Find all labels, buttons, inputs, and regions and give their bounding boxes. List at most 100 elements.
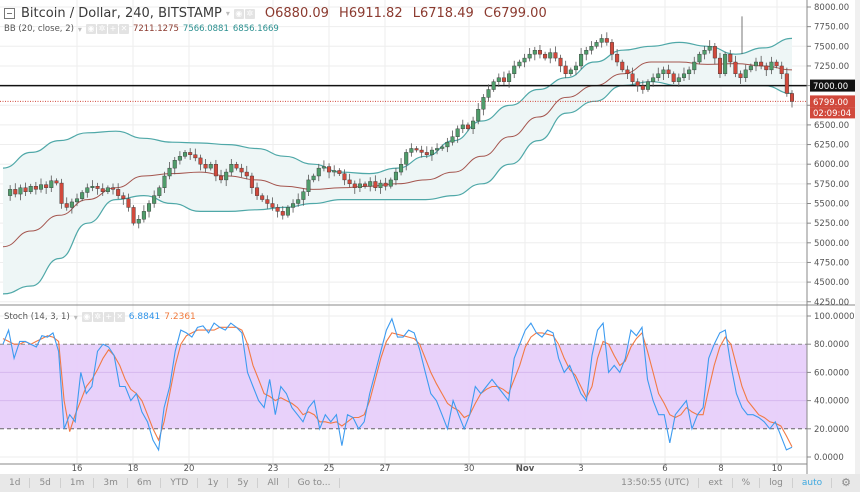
candle[interactable] <box>697 53 702 63</box>
candle[interactable] <box>733 61 738 75</box>
candle[interactable] <box>337 170 342 174</box>
range-6m[interactable]: 6m <box>128 478 162 488</box>
candle[interactable] <box>625 69 630 75</box>
close-icon[interactable]: ✕ <box>114 312 125 322</box>
candle[interactable] <box>764 65 769 71</box>
candle[interactable] <box>152 195 157 204</box>
percent-toggle[interactable]: % <box>731 478 760 488</box>
candle[interactable] <box>604 38 609 43</box>
candle[interactable] <box>90 186 95 188</box>
range-3m[interactable]: 3m <box>94 478 128 488</box>
chevron-down-icon[interactable]: ▾ <box>225 9 230 18</box>
range-1y[interactable]: 1y <box>198 478 229 488</box>
ext-toggle[interactable]: ext <box>698 478 731 488</box>
candle[interactable] <box>774 61 779 67</box>
candle[interactable] <box>717 57 722 75</box>
candle[interactable] <box>409 148 414 153</box>
candle[interactable] <box>615 53 620 63</box>
candle[interactable] <box>558 57 563 67</box>
candle[interactable] <box>95 186 100 189</box>
collapse-legend-icon[interactable] <box>4 8 15 19</box>
candle[interactable] <box>105 187 110 192</box>
candle[interactable] <box>167 167 172 177</box>
candle[interactable] <box>563 65 568 75</box>
settings-gear-icon[interactable]: ⚙ <box>831 477 860 488</box>
candle[interactable] <box>661 69 666 75</box>
candle[interactable] <box>203 163 208 169</box>
candle[interactable] <box>471 120 476 130</box>
candle[interactable] <box>640 85 645 90</box>
candle[interactable] <box>44 184 49 188</box>
candle[interactable] <box>239 167 244 173</box>
candle[interactable] <box>635 81 640 86</box>
candle[interactable] <box>620 61 625 71</box>
candle[interactable] <box>85 187 90 193</box>
candle[interactable] <box>311 175 316 181</box>
candle[interactable] <box>234 163 239 169</box>
candle[interactable] <box>759 61 764 67</box>
candle[interactable] <box>481 97 486 110</box>
candle[interactable] <box>321 166 326 169</box>
candle[interactable] <box>537 50 542 55</box>
candle[interactable] <box>59 182 64 204</box>
candle[interactable] <box>54 180 59 184</box>
candle[interactable] <box>100 188 105 192</box>
auto-toggle[interactable]: auto <box>791 478 831 488</box>
candle[interactable] <box>790 93 795 102</box>
close-icon[interactable]: ✕ <box>118 24 129 34</box>
candle[interactable] <box>332 170 337 173</box>
candle[interactable] <box>404 152 409 165</box>
candle[interactable] <box>75 198 80 203</box>
candle[interactable] <box>399 163 404 173</box>
chevron-down-icon[interactable]: ▾ <box>77 24 82 34</box>
symbol-title[interactable]: Bitcoin / Dollar, 240, BITSTAMP <box>21 6 222 21</box>
candle[interactable] <box>645 81 650 90</box>
candle[interactable] <box>363 183 368 187</box>
candle[interactable] <box>501 77 506 82</box>
candle[interactable] <box>486 89 491 98</box>
candle[interactable] <box>224 171 229 181</box>
candle[interactable] <box>116 189 121 196</box>
candle[interactable] <box>666 69 671 75</box>
candle[interactable] <box>244 171 249 177</box>
candle[interactable] <box>188 152 193 155</box>
bb-label[interactable]: BB (20, close, 2) <box>4 24 74 34</box>
candle[interactable] <box>39 184 44 190</box>
candle[interactable] <box>265 199 270 204</box>
candle[interactable] <box>136 219 141 224</box>
log-toggle[interactable]: log <box>759 478 792 488</box>
range-ytd[interactable]: YTD <box>161 478 199 488</box>
candle[interactable] <box>676 77 681 82</box>
candle[interactable] <box>141 211 146 220</box>
candle[interactable] <box>198 157 203 165</box>
candle[interactable] <box>342 173 347 181</box>
candle[interactable] <box>728 53 733 63</box>
range-5y[interactable]: 5y <box>228 478 259 488</box>
candle[interactable] <box>208 163 213 169</box>
candle[interactable] <box>193 154 198 159</box>
plus-icon[interactable]: + <box>107 24 118 34</box>
candle[interactable] <box>229 163 234 173</box>
candle[interactable] <box>568 69 573 75</box>
candle[interactable] <box>723 53 728 75</box>
candle[interactable] <box>301 191 306 200</box>
candle[interactable] <box>291 203 296 208</box>
candle[interactable] <box>707 46 712 51</box>
candle[interactable] <box>177 156 182 161</box>
candle[interactable] <box>33 186 38 190</box>
candle[interactable] <box>157 187 162 196</box>
candle[interactable] <box>13 189 18 195</box>
stoch-label[interactable]: Stoch (14, 3, 1) <box>4 312 70 322</box>
candle[interactable] <box>599 38 604 43</box>
candle[interactable] <box>357 183 362 188</box>
candle[interactable] <box>183 152 188 157</box>
eye-icon[interactable]: ◉ <box>85 24 96 34</box>
range-5d[interactable]: 5d <box>30 478 61 488</box>
candle[interactable] <box>316 167 321 177</box>
candle[interactable] <box>527 53 532 59</box>
candle[interactable] <box>368 181 373 187</box>
candle[interactable] <box>743 69 748 78</box>
chevron-down-icon[interactable]: ▾ <box>73 312 78 322</box>
plus-icon[interactable]: + <box>103 312 114 322</box>
